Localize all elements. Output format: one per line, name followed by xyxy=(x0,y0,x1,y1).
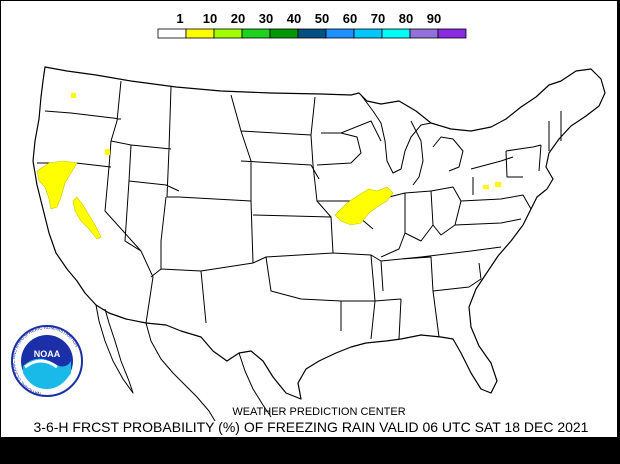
bottom-bar xyxy=(0,438,620,464)
legend-swatch-7 xyxy=(353,28,383,39)
mexico-outline xyxy=(95,304,272,422)
state-borders xyxy=(37,80,562,340)
legend-label-1: 10 xyxy=(203,11,217,26)
credit-text: WEATHER PREDICTION CENTER xyxy=(232,406,405,418)
noaa-logo-text: NOAA xyxy=(34,349,61,359)
legend-label-5: 50 xyxy=(315,11,329,26)
us-outline xyxy=(32,66,606,400)
area-california-sierra xyxy=(36,160,78,210)
legend-label-3: 30 xyxy=(259,11,273,26)
legend-label-8: 80 xyxy=(399,11,413,26)
great-lakes-outline xyxy=(360,94,542,186)
legend-label-7: 70 xyxy=(371,11,385,26)
area-pennsylvania-spot-1 xyxy=(483,185,489,189)
area-nevada-sierra xyxy=(72,196,102,240)
legend-swatch-5 xyxy=(297,28,327,39)
area-pennsylvania-spot-2 xyxy=(495,182,501,187)
map-title: 3-6-H FRCST PROBABILITY (%) OF FREEZING … xyxy=(34,419,589,435)
legend-label-9: 90 xyxy=(427,11,441,26)
legend-label-6: 60 xyxy=(343,11,357,26)
map-frame: 1 10 20 30 40 50 60 70 80 90 NOAA NATIONAL OCEANI… xyxy=(0,0,618,438)
legend-swatch-4 xyxy=(269,28,299,39)
noaa-logo: NOAA NATIONAL OCEANIC AND ATMOSPHERIC AD… xyxy=(11,325,83,397)
legend-label-2: 20 xyxy=(231,11,245,26)
legend-color-bar xyxy=(157,28,467,39)
legend-swatch-3 xyxy=(241,28,271,39)
probability-areas xyxy=(36,93,501,240)
legend-swatch-2 xyxy=(213,28,243,39)
legend-swatch-10 xyxy=(437,28,467,39)
legend-swatch-6 xyxy=(325,28,355,39)
area-missouri-illinois xyxy=(334,186,394,226)
legend-swatch-8 xyxy=(381,28,411,39)
legend-swatch-1 xyxy=(185,28,215,39)
legend-label-0: 1 xyxy=(176,11,183,26)
legend-labels: 1 10 20 30 40 50 60 70 80 90 xyxy=(176,11,441,26)
forecast-map: 1 10 20 30 40 50 60 70 80 90 NOAA NATIONAL OCEANI… xyxy=(11,11,606,435)
area-washington-spot xyxy=(71,93,76,98)
area-oregon-spot xyxy=(105,149,110,155)
legend-swatch-0 xyxy=(157,28,187,39)
legend-label-4: 40 xyxy=(287,11,301,26)
legend-swatch-9 xyxy=(409,28,439,39)
